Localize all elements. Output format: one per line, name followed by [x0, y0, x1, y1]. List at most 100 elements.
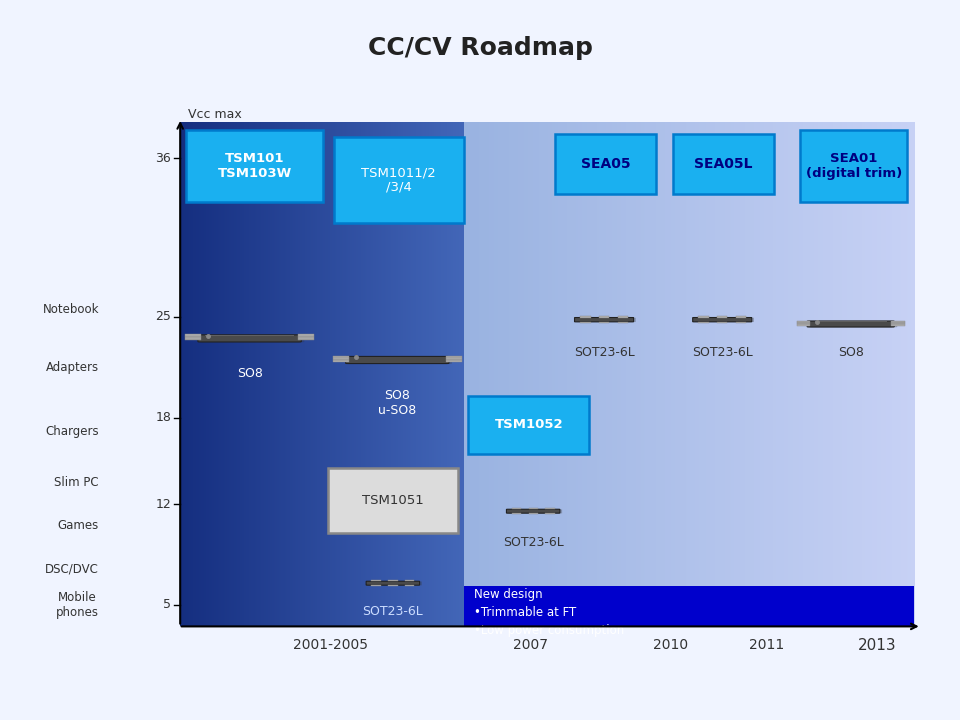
FancyBboxPatch shape — [807, 321, 895, 327]
Bar — [576, 122, 579, 626]
Bar — [893, 122, 896, 626]
Bar — [578, 122, 580, 626]
Bar — [338, 122, 340, 626]
Bar — [624, 122, 627, 626]
Bar — [807, 122, 810, 626]
Bar — [728, 122, 731, 626]
Bar — [301, 122, 302, 626]
Bar — [802, 122, 804, 626]
Bar — [565, 122, 568, 626]
Bar — [903, 122, 906, 626]
Bar — [203, 122, 204, 626]
Bar — [479, 122, 481, 626]
Bar — [854, 122, 856, 626]
Bar — [214, 122, 216, 626]
Bar — [471, 122, 473, 626]
Text: 2001-2005: 2001-2005 — [294, 638, 369, 652]
Bar — [258, 122, 260, 626]
Bar — [648, 122, 651, 626]
Bar — [868, 122, 870, 626]
Bar — [220, 122, 222, 626]
Bar — [727, 122, 729, 626]
Bar — [440, 122, 442, 626]
Bar — [253, 122, 254, 626]
Bar — [569, 122, 571, 626]
Bar — [602, 122, 604, 626]
Bar — [244, 122, 245, 626]
Bar — [219, 122, 221, 626]
Bar — [783, 122, 786, 626]
Text: Adapters: Adapters — [46, 361, 99, 374]
Bar — [487, 122, 489, 626]
Bar — [587, 122, 589, 626]
Bar — [446, 359, 462, 360]
Bar — [185, 337, 201, 338]
Bar — [800, 122, 803, 626]
Bar — [249, 122, 250, 626]
Bar — [359, 122, 361, 626]
Bar — [402, 122, 404, 626]
Bar — [503, 122, 505, 626]
Bar — [519, 122, 521, 626]
Bar — [881, 122, 883, 626]
Bar — [350, 122, 352, 626]
Bar — [863, 122, 865, 626]
Bar — [230, 122, 232, 626]
Bar — [469, 122, 472, 626]
Text: SOT23-6L: SOT23-6L — [503, 536, 564, 549]
Bar — [437, 122, 438, 626]
Bar — [540, 122, 542, 626]
FancyBboxPatch shape — [366, 581, 420, 585]
Bar — [828, 122, 829, 626]
Bar — [428, 122, 429, 626]
Bar — [217, 122, 219, 626]
Bar — [199, 122, 201, 626]
Bar — [279, 122, 281, 626]
Bar — [796, 122, 798, 626]
Bar — [797, 324, 810, 325]
Bar — [334, 137, 464, 223]
Bar — [204, 122, 206, 626]
Bar — [193, 122, 195, 626]
Bar — [485, 122, 487, 626]
Bar — [390, 122, 392, 626]
Text: SOT23-6L: SOT23-6L — [363, 605, 423, 618]
Bar — [545, 513, 555, 514]
Bar — [498, 122, 500, 626]
FancyBboxPatch shape — [574, 318, 634, 322]
Bar — [459, 122, 461, 626]
Bar — [562, 122, 564, 626]
Bar — [248, 122, 249, 626]
Bar — [271, 122, 273, 626]
Bar — [403, 122, 405, 626]
Bar — [243, 122, 244, 626]
Bar — [446, 360, 462, 362]
Bar — [490, 122, 492, 626]
Bar — [332, 356, 348, 357]
Bar — [246, 122, 247, 626]
Bar — [322, 122, 324, 626]
Bar — [794, 122, 797, 626]
Bar — [299, 334, 314, 336]
Bar — [900, 122, 901, 626]
Bar — [278, 122, 280, 626]
Bar — [683, 122, 685, 626]
Bar — [340, 122, 342, 626]
Bar — [645, 122, 648, 626]
Text: 2010: 2010 — [653, 638, 688, 652]
Bar — [267, 122, 269, 626]
Bar — [597, 122, 600, 626]
Bar — [593, 122, 595, 626]
Bar — [328, 468, 458, 533]
Bar — [710, 122, 712, 626]
Bar — [396, 122, 398, 626]
Bar — [495, 122, 497, 626]
Bar — [232, 122, 234, 626]
Bar — [631, 122, 633, 626]
Bar — [658, 122, 660, 626]
Bar — [797, 323, 810, 324]
Bar — [555, 122, 558, 626]
Bar — [311, 122, 312, 626]
Bar — [581, 122, 583, 626]
Bar — [887, 122, 889, 626]
